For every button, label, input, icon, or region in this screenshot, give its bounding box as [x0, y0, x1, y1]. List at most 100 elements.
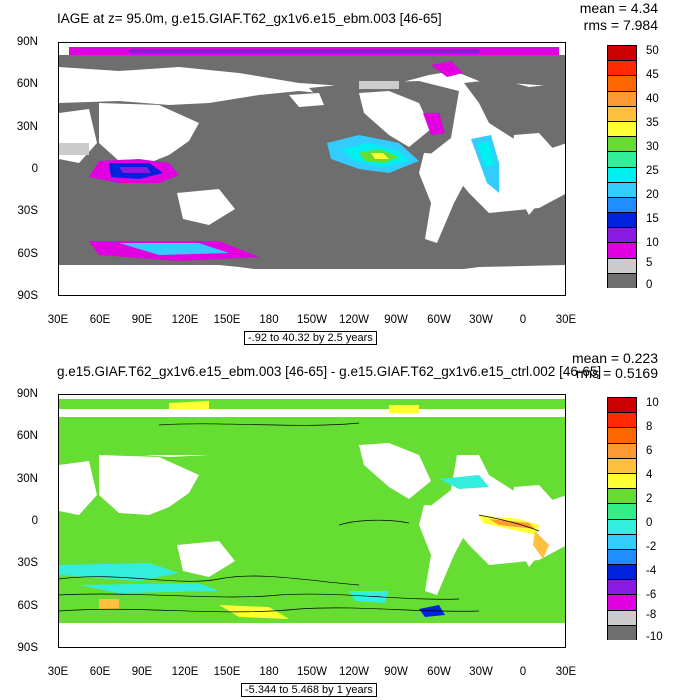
colorbar-swatch [608, 549, 636, 566]
colorbar-swatch [608, 413, 636, 429]
map-field [59, 43, 565, 295]
y-tick-label: 30S [17, 557, 38, 569]
y-tick-label: 60S [17, 248, 38, 260]
colorbar-swatch [608, 228, 636, 244]
colorbar-label: 35 [646, 117, 659, 129]
y-tick-label: 30N [16, 121, 38, 133]
x-tick-label: 120W [338, 314, 370, 326]
colorbar-label: 0 [646, 279, 653, 291]
colorbar-swatch [608, 610, 636, 626]
colorbar-label: 5 [646, 257, 653, 269]
y-tick-label: 90N [16, 388, 38, 400]
x-tick-label: 90E [131, 314, 153, 326]
x-tick-label: 30W [469, 666, 493, 678]
colorbar-label: 25 [646, 165, 659, 177]
contour-range-label: -.92 to 40.32 by 2.5 years [244, 331, 377, 345]
colorbar-swatch [608, 625, 636, 640]
mean-value: mean = 4.34 [579, 0, 658, 16]
x-tick-label: 150E [213, 666, 241, 678]
map-panel-top: IAGE at z= 95.0m, g.e15.GIAF.T62_gx1v6.e… [16, 0, 659, 345]
y-tick-label: 30S [17, 205, 38, 217]
colorbar-label: 45 [646, 69, 659, 81]
colorbar-label: 4 [646, 469, 653, 481]
colorbar-label: 10 [646, 237, 659, 249]
colorbar-swatch [608, 167, 636, 183]
x-tick-label: 150W [296, 314, 328, 326]
x-tick-label: 90W [384, 666, 408, 678]
y-tick-label: 90S [17, 642, 38, 654]
colorbar-swatch [608, 504, 636, 520]
x-tick-label: 60E [89, 314, 111, 326]
rms-value: rms = 7.984 [583, 17, 658, 33]
colorbar-swatch [608, 76, 636, 92]
y-tick-label: 0 [31, 163, 38, 175]
colorbar-swatch [608, 273, 636, 288]
colorbar-label: -4 [646, 565, 657, 577]
x-tick-label: 150W [296, 666, 328, 678]
colorbar-swatch [608, 46, 636, 62]
colorbar-swatch [608, 61, 636, 77]
colorbar-swatch [608, 443, 636, 459]
colorbar-label: 8 [646, 421, 653, 433]
y-tick-label: 90S [17, 290, 38, 302]
x-tick-label: 60W [427, 666, 451, 678]
x-tick-label: 150E [213, 314, 241, 326]
map-field [59, 395, 565, 647]
y-tick-label: 60N [16, 78, 38, 90]
colorbar-label: 40 [646, 93, 659, 105]
colorbar-swatch [608, 182, 636, 198]
colorbar-swatch [608, 473, 636, 490]
y-tick-label: 30N [16, 473, 38, 485]
x-tick-label: 0 [519, 666, 527, 678]
colorbar-swatch [608, 534, 636, 550]
colorbar-swatch [608, 595, 636, 611]
x-tick-label: 120E [171, 314, 199, 326]
colorbar-label: 20 [646, 189, 659, 201]
panel-title: IAGE at z= 95.0m, g.e15.GIAF.T62_gx1v6.e… [57, 11, 442, 26]
colorbar-label: 50 [646, 45, 659, 57]
x-tick-label: 0 [519, 314, 527, 326]
colorbar-swatch [608, 519, 636, 535]
x-tick-label: 60W [427, 314, 451, 326]
x-tick-label: 30W [469, 314, 493, 326]
x-tick-label: 120W [338, 666, 370, 678]
y-tick-label: 90N [16, 36, 38, 48]
colorbar-swatch [608, 197, 636, 214]
colorbar-swatch [608, 565, 636, 581]
map-plot-area [58, 394, 566, 648]
rms-value: rms = 0.5169 [575, 365, 658, 381]
colorbar-swatch [608, 91, 636, 107]
x-tick-label: 30E [47, 666, 69, 678]
colorbar-label: 2 [646, 493, 653, 505]
colorbar-swatch [608, 489, 636, 505]
x-tick-label: 180 [259, 666, 279, 678]
y-tick-label: 60S [17, 600, 38, 612]
colorbar [607, 397, 637, 640]
colorbar-swatch [608, 458, 636, 474]
colorbar-swatch [608, 213, 636, 229]
x-tick-label: 30E [555, 666, 577, 678]
colorbar-swatch [608, 398, 636, 414]
map-plot-area [58, 42, 566, 296]
x-tick-label: 30E [555, 314, 577, 326]
colorbar-label: 15 [646, 213, 659, 225]
colorbar-label: -8 [646, 609, 657, 621]
colorbar-swatch [608, 106, 636, 122]
colorbar-swatch [608, 121, 636, 138]
x-tick-label: 30E [47, 314, 69, 326]
colorbar-label: -2 [646, 541, 657, 553]
x-tick-label: 180 [259, 314, 279, 326]
mean-value: mean = 0.223 [571, 350, 658, 366]
colorbar-label: 0 [646, 517, 653, 529]
x-tick-label: 60E [89, 666, 111, 678]
colorbar-swatch [608, 152, 636, 168]
colorbar-swatch [608, 580, 636, 596]
y-tick-label: 0 [31, 515, 38, 527]
x-tick-label: 120E [171, 666, 199, 678]
colorbar [607, 45, 637, 288]
colorbar-swatch [608, 258, 636, 274]
x-tick-label: 90W [384, 314, 408, 326]
colorbar-label: 10 [646, 397, 659, 409]
colorbar-swatch [608, 428, 636, 444]
colorbar-swatch [608, 137, 636, 153]
